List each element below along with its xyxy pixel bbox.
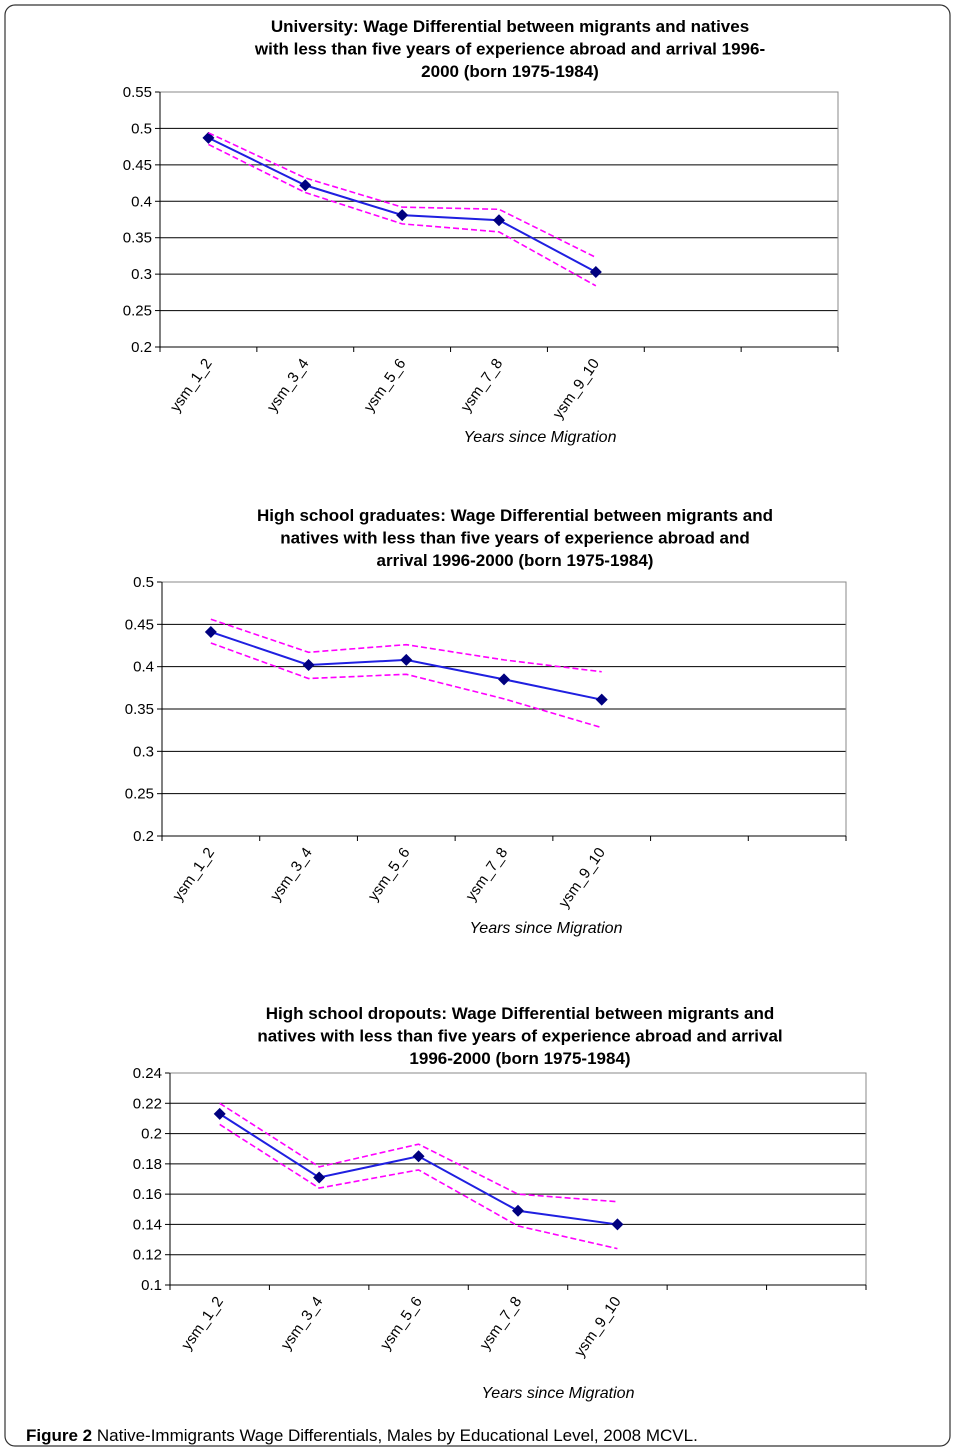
x-tick-label: ysm_9_10 — [555, 845, 609, 911]
point — [396, 209, 409, 222]
chart-title: with less than five years of experience … — [254, 40, 765, 59]
series-line — [219, 1102, 618, 1203]
point — [611, 1218, 624, 1231]
y-tick-label: 0.12 — [133, 1247, 162, 1264]
point — [498, 673, 510, 686]
y-tick-label: 0.35 — [125, 701, 154, 718]
point — [213, 1107, 226, 1120]
point — [400, 653, 413, 666]
y-tick-label: 0.5 — [131, 120, 152, 137]
series-line — [210, 642, 602, 729]
y-tick-label: 0.25 — [123, 303, 152, 320]
chart-title: arrival 1996-2000 (born 1975-1984) — [377, 551, 654, 570]
chart-title: 2000 (born 1975-1984) — [421, 62, 599, 81]
caption: Figure 2 Native-Immigrants Wage Differen… — [26, 1426, 698, 1445]
x-tick-label: ysm_3_4 — [278, 1294, 327, 1354]
x-tick-label: ysm_5_6 — [365, 845, 414, 905]
y-tick-label: 0.45 — [123, 157, 152, 174]
series-line — [208, 143, 597, 287]
y-tick-label: 0.3 — [131, 266, 152, 283]
y-tick-label: 0.2 — [131, 339, 152, 356]
y-tick-label: 0.2 — [133, 828, 154, 845]
point — [313, 1171, 326, 1184]
y-tick-label: 0.5 — [133, 574, 154, 591]
x-tick-label: ysm_7_8 — [462, 845, 511, 905]
chart-title: University: Wage Differential between mi… — [271, 17, 749, 36]
chart-title: natives with less than five years of exp… — [280, 529, 750, 548]
x-tick-label: ysm_1_2 — [169, 845, 218, 905]
x-axis-label: Years since Migration — [464, 429, 617, 446]
point — [204, 625, 217, 638]
x-tick-label: ysm_1_2 — [178, 1294, 227, 1354]
plot-border — [169, 1072, 867, 1286]
x-tick-label: ysm_9_10 — [571, 1294, 625, 1360]
point — [512, 1204, 524, 1217]
x-tick-label: ysm_3_4 — [267, 845, 316, 905]
x-axis-label: Years since Migration — [470, 920, 623, 937]
point — [302, 658, 315, 671]
y-tick-label: 0.14 — [133, 1216, 162, 1233]
x-tick-label: ysm_5_6 — [361, 356, 410, 416]
y-tick-label: 0.22 — [133, 1095, 162, 1112]
point — [589, 265, 602, 278]
y-tick-label: 0.25 — [125, 786, 154, 803]
y-tick-label: 0.55 — [123, 84, 152, 101]
y-tick-label: 0.4 — [133, 659, 154, 676]
x-axis-label: Years since Migration — [482, 1385, 635, 1402]
y-tick-label: 0.2 — [141, 1126, 162, 1143]
point — [412, 1150, 425, 1163]
chart-title: 1996-2000 (born 1975-1984) — [409, 1049, 630, 1068]
point — [299, 179, 312, 192]
y-tick-label: 0.35 — [123, 230, 152, 247]
x-tick-label: ysm_5_6 — [377, 1294, 426, 1354]
chart-title: High school dropouts: Wage Differential … — [266, 1004, 774, 1023]
figure-border — [4, 4, 951, 1447]
y-tick-label: 0.45 — [125, 616, 154, 633]
x-tick-label: ysm_7_8 — [457, 356, 506, 416]
x-tick-label: ysm_3_4 — [264, 356, 313, 416]
figure-caption: Native-Immigrants Wage Differentials, Ma… — [97, 1426, 698, 1445]
series-line — [210, 618, 602, 673]
series-line — [219, 1123, 618, 1250]
point — [202, 131, 215, 144]
x-tick-label: ysm_1_2 — [167, 356, 216, 416]
point — [595, 693, 608, 706]
y-tick-label: 0.4 — [131, 193, 152, 210]
series-line — [207, 137, 597, 273]
y-tick-label: 0.16 — [133, 1186, 162, 1203]
y-tick-label: 0.24 — [133, 1065, 162, 1082]
point — [493, 214, 505, 227]
y-tick-label: 0.1 — [141, 1277, 162, 1294]
x-tick-label: ysm_9_10 — [550, 356, 604, 422]
series-line — [208, 132, 597, 259]
figure-label: Figure 2 — [26, 1426, 92, 1445]
x-tick-label: ysm_7_8 — [476, 1294, 525, 1354]
y-tick-label: 0.3 — [133, 743, 154, 760]
chart-title: High school graduates: Wage Differential… — [257, 506, 773, 525]
chart-title: natives with less than five years of exp… — [257, 1027, 782, 1046]
y-tick-label: 0.18 — [133, 1156, 162, 1173]
